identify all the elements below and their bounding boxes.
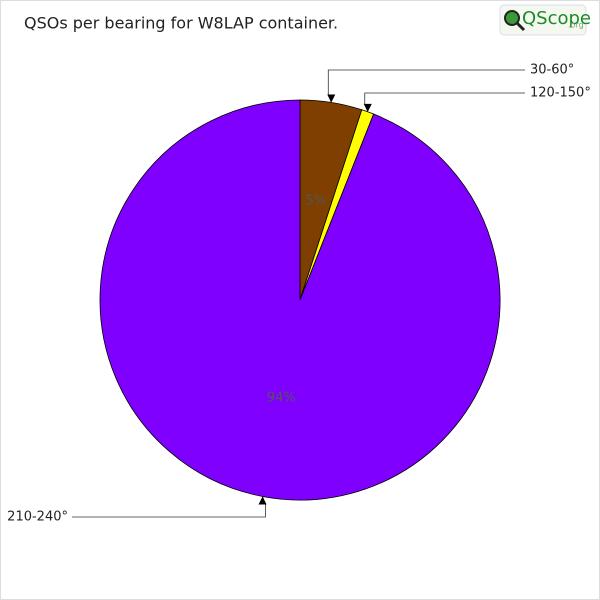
logo-icon: [504, 10, 520, 26]
chart-title: QSOs per bearing for W8LAP container.: [24, 14, 338, 33]
slice-label: 30-60°: [530, 63, 574, 78]
leader-arrow: [327, 94, 336, 103]
pie-slice: [99, 99, 501, 501]
slice-label: 120-150°: [530, 86, 591, 101]
logo-text: QScope: [522, 8, 591, 29]
value-label: 5%: [305, 194, 326, 209]
logo-suffix: .org: [568, 21, 584, 30]
leader-arrow: [363, 103, 372, 112]
logo-handle: [515, 21, 526, 32]
logo: QScope .org: [499, 4, 591, 36]
leader-arrow: [258, 496, 267, 505]
slice-label: 210-240°: [7, 510, 68, 525]
value-label: 94%: [267, 391, 296, 406]
